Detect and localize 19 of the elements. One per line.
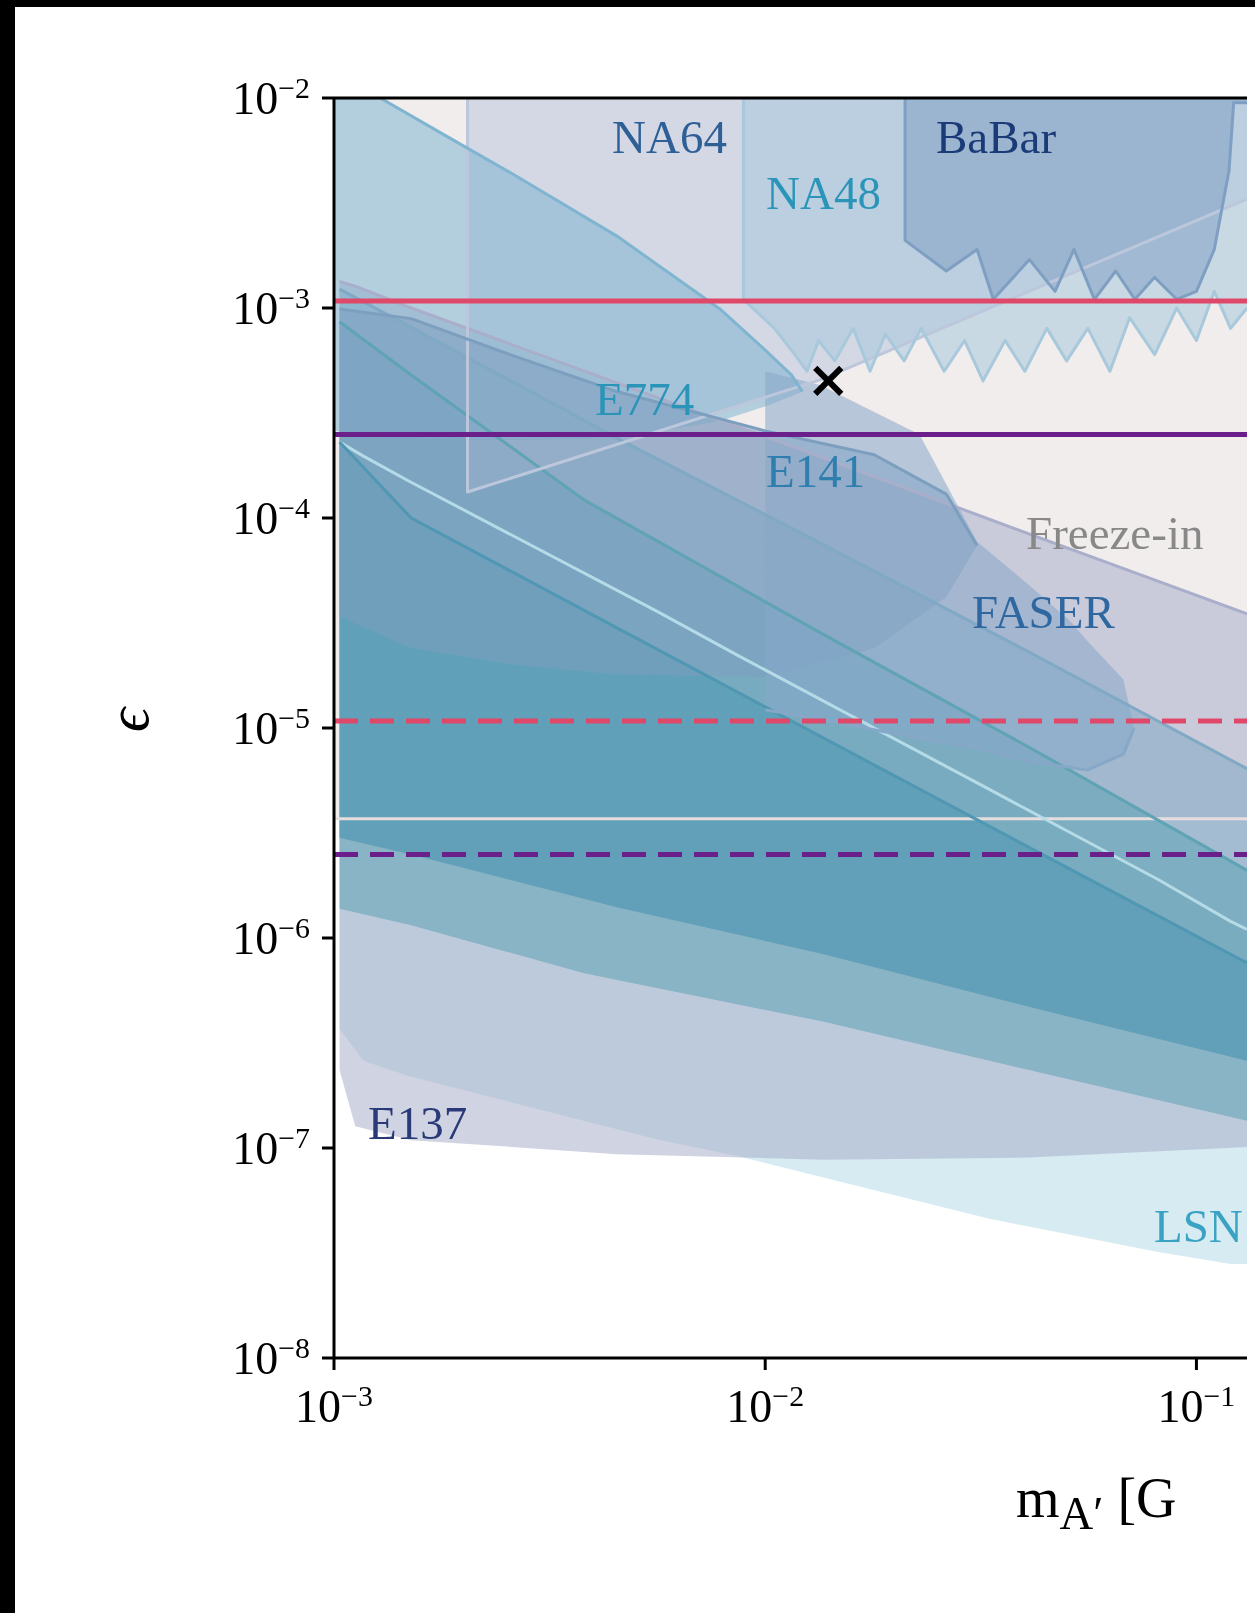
y-tick-label: 10$^{−5}$: [232, 700, 310, 754]
y-tick-label: 10$^{−2}$: [232, 70, 310, 124]
annotation: FASER: [972, 586, 1116, 638]
annotation: Freeze-in: [1026, 507, 1204, 559]
annotation: E774: [595, 373, 695, 425]
x-axis-title: m$_{A′}$ [G: [1016, 1466, 1177, 1542]
annotation: BaBar: [936, 111, 1057, 163]
y-axis-title: ϵ: [95, 705, 161, 735]
annotation: LSN: [1154, 1200, 1243, 1252]
annotation: NA64: [612, 111, 727, 163]
annotation: E137: [368, 1097, 468, 1149]
y-tick-label: 10$^{−6}$: [232, 910, 311, 964]
x-tick-label: 10$^{−2}$: [726, 1378, 805, 1432]
y-tick-label: 10$^{−7}$: [232, 1120, 311, 1174]
annotation: E141: [766, 445, 866, 497]
x-tick-label: 10$^{−1}$: [1157, 1378, 1236, 1432]
y-tick-label: 10$^{−3}$: [232, 280, 310, 334]
annotation: NA48: [766, 167, 881, 219]
y-tick-label: 10$^{−4}$: [232, 490, 311, 544]
